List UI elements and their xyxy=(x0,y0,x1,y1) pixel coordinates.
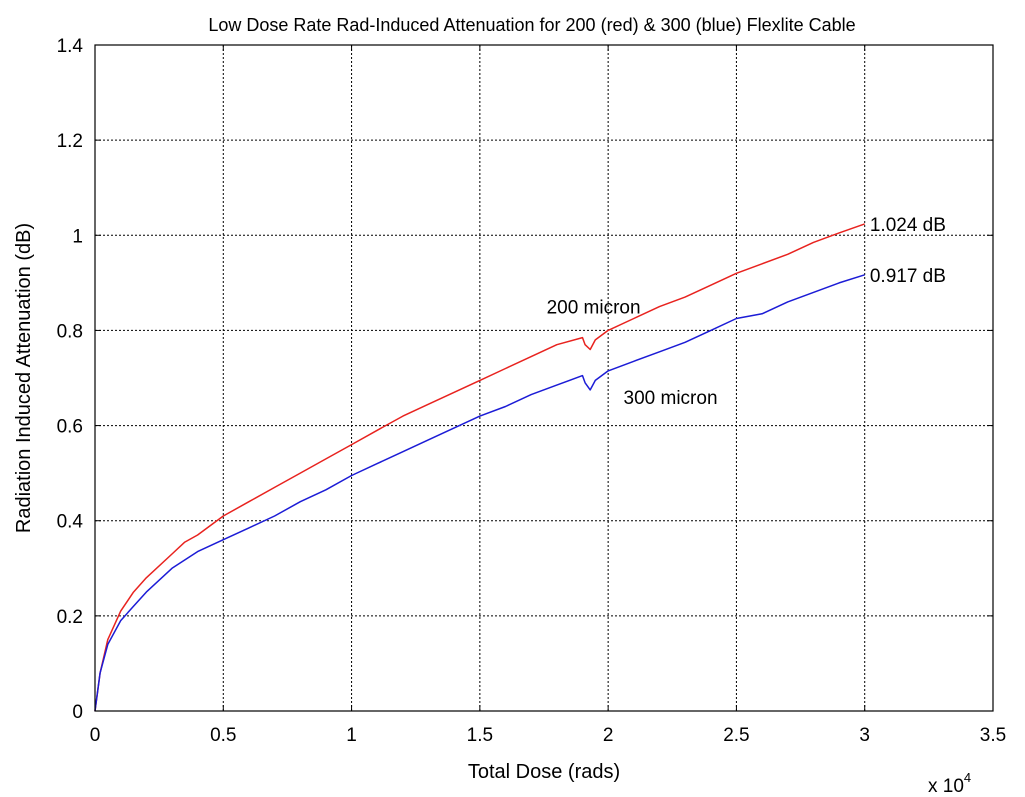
x-tick-label: 0 xyxy=(90,725,101,746)
series-line-blue xyxy=(94,274,865,712)
x-tick-label: 3 xyxy=(859,725,870,746)
y-tick-label: 0.4 xyxy=(57,512,84,533)
x-tick-label: 1 xyxy=(346,725,357,746)
x-tick-label: 2.5 xyxy=(723,725,749,746)
y-tick-label: 0.6 xyxy=(57,417,83,438)
y-tick-label: 1 xyxy=(72,226,83,247)
x-tick-label: 3.5 xyxy=(980,725,1006,746)
x-multiplier-label: x 104 xyxy=(928,770,971,797)
chart-title: Low Dose Rate Rad-Induced Attenuation fo… xyxy=(208,15,855,35)
series-line-red xyxy=(94,223,865,712)
annotation-layer: 1.024 dB 0.917 dB 200 micron 300 micron xyxy=(547,215,946,409)
x-multiplier-exponent: 4 xyxy=(964,770,971,785)
y-tick-label: 0 xyxy=(72,702,83,723)
annotation-label: 300 micron xyxy=(624,388,718,409)
annotation-label: 200 micron xyxy=(547,298,641,319)
plot-frame xyxy=(94,44,994,712)
axis-ticks: 0 0.5 1 1.5 2 2.5 3 3.5 0 0.2 0.4 0.6 0.8 1 1.2 1.4 xyxy=(57,36,1007,746)
y-tick-label: 1.4 xyxy=(57,36,84,57)
y-tick-label: 1.2 xyxy=(57,131,83,152)
grid xyxy=(95,45,993,711)
series-layer xyxy=(94,223,865,712)
x-tick-label: 1.5 xyxy=(467,725,493,746)
annotation-label: 0.917 dB xyxy=(870,266,946,287)
x-multiplier-base: x 10 xyxy=(928,776,964,797)
y-tick-label: 0.8 xyxy=(57,321,83,342)
y-axis-title: Radiation Induced Attenuation (dB) xyxy=(13,223,35,533)
x-tick-label: 0.5 xyxy=(210,725,236,746)
x-tick-label: 2 xyxy=(603,725,614,746)
x-axis-title: Total Dose (rads) xyxy=(468,761,620,783)
annotation-label: 1.024 dB xyxy=(870,215,946,236)
y-tick-label: 0.2 xyxy=(57,607,83,628)
